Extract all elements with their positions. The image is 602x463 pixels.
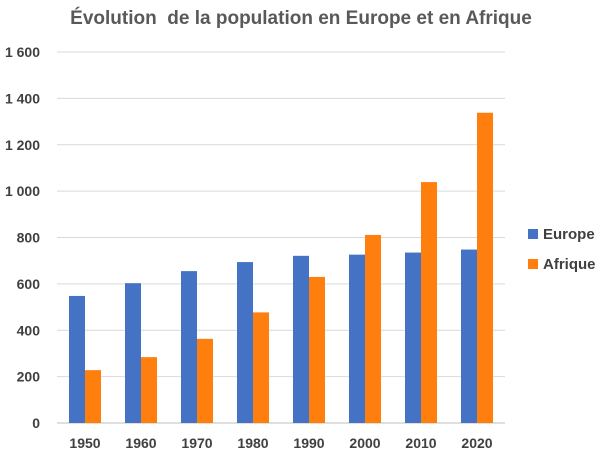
x-axis-ticks: 1950 1960 1970 1980 1990 2000 2010 2020: [69, 435, 492, 451]
x-tick-label: 2010: [405, 435, 436, 451]
y-tick-label: 800: [17, 230, 41, 246]
gridlines: [57, 51, 505, 424]
bar-europe-2000: [349, 254, 365, 423]
bar-europe-2010: [405, 252, 421, 423]
y-tick-label: 1 200: [5, 137, 40, 153]
bars: [69, 112, 493, 423]
x-tick-label: 1950: [69, 435, 100, 451]
legend-swatch-afrique: [528, 259, 538, 269]
x-tick-label: 2000: [349, 435, 380, 451]
bar-afrique-1960: [141, 357, 157, 423]
legend-label-afrique: Afrique: [543, 256, 596, 273]
bar-afrique-2010: [421, 182, 437, 423]
x-tick-label: 1990: [293, 435, 324, 451]
bar-europe-1950: [69, 295, 85, 423]
y-tick-label: 1 400: [5, 90, 40, 106]
y-tick-label: 0: [32, 415, 40, 431]
bar-europe-1970: [181, 271, 197, 423]
x-tick-label: 1980: [237, 435, 268, 451]
bar-afrique-2020: [477, 112, 493, 423]
bar-afrique-2000: [365, 234, 381, 423]
bar-afrique-1950: [85, 370, 101, 423]
y-tick-label: 400: [17, 322, 41, 338]
bar-afrique-1990: [309, 276, 325, 423]
y-tick-label: 1 600: [5, 44, 40, 60]
y-tick-label: 200: [17, 369, 41, 385]
bar-afrique-1970: [197, 338, 213, 423]
bar-afrique-1980: [253, 312, 269, 423]
y-tick-label: 1 000: [5, 183, 40, 199]
legend-swatch-europe: [528, 229, 538, 239]
x-tick-label: 1970: [181, 435, 212, 451]
bar-europe-1960: [125, 283, 141, 423]
y-axis-ticks: 0 200 400 600 800 1 000 1 200 1 400 1 600: [5, 44, 40, 431]
x-tick-label: 2020: [461, 435, 492, 451]
bar-europe-2020: [461, 249, 477, 423]
legend: Europe Afrique: [528, 226, 596, 273]
legend-label-europe: Europe: [543, 226, 595, 243]
y-tick-label: 600: [17, 276, 41, 292]
x-tick-label: 1960: [125, 435, 156, 451]
chart-title: Évolution de la population en Europe et …: [70, 7, 532, 29]
bar-europe-1990: [293, 255, 309, 423]
bar-europe-1980: [237, 262, 253, 423]
